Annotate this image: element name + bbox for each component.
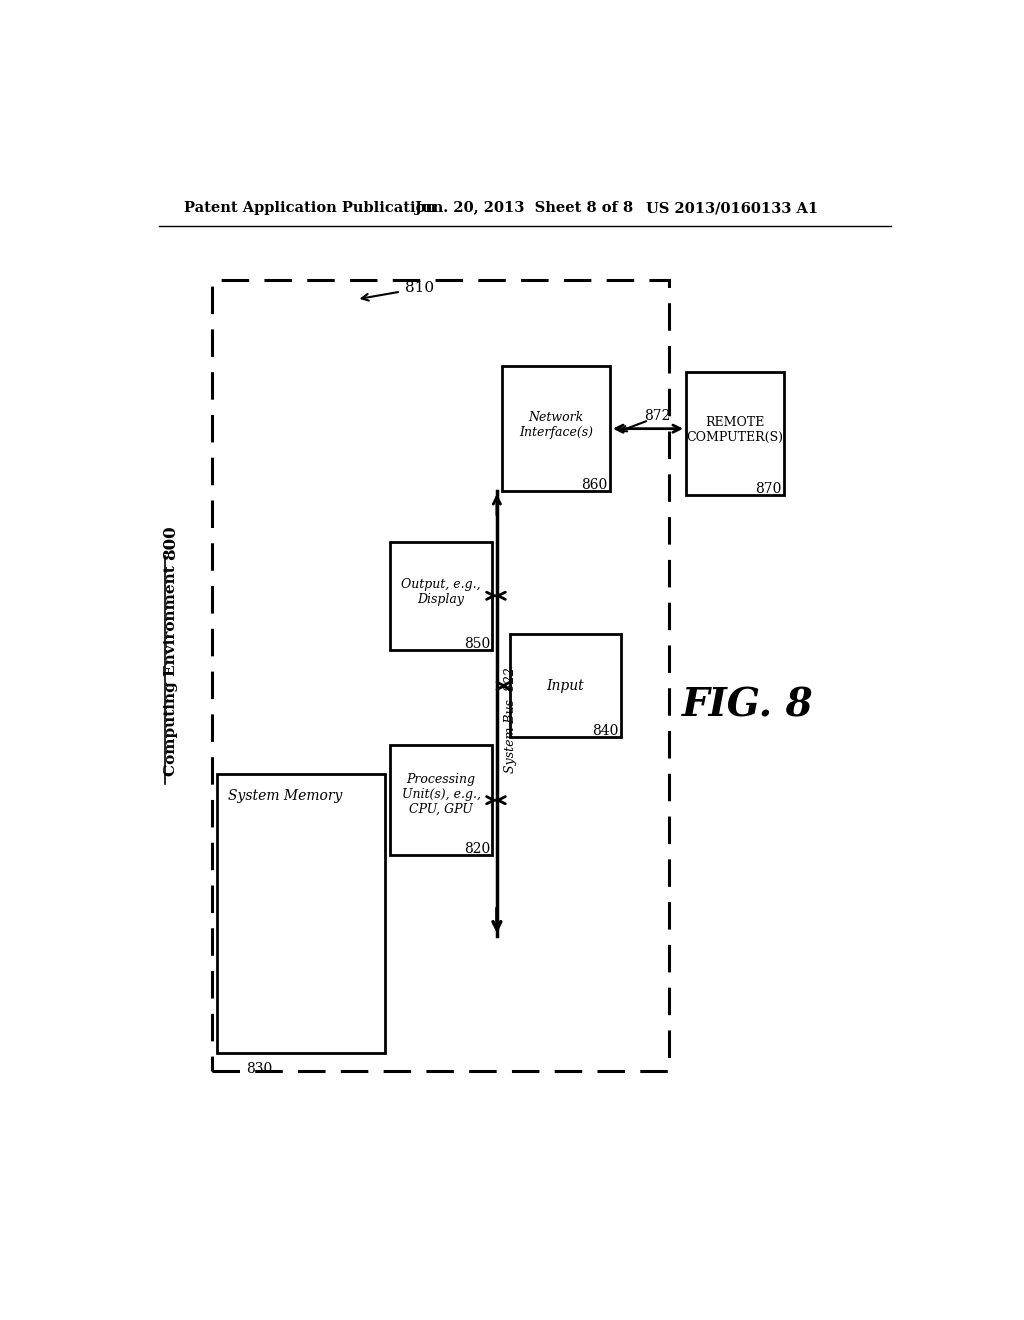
Text: Patent Application Publication: Patent Application Publication <box>183 202 436 215</box>
Text: 840: 840 <box>592 725 618 738</box>
Bar <box>510 635 621 738</box>
Bar <box>390 543 493 649</box>
Bar <box>212 280 669 1071</box>
Text: 810: 810 <box>406 281 434 294</box>
Text: 860: 860 <box>582 478 607 492</box>
Text: 872: 872 <box>644 409 671 424</box>
Text: 850: 850 <box>464 636 489 651</box>
Text: Network
Interface(s): Network Interface(s) <box>519 411 593 438</box>
Text: 830: 830 <box>247 1061 272 1076</box>
Bar <box>390 744 493 855</box>
Text: REMOTE
COMPUTER(S): REMOTE COMPUTER(S) <box>686 416 783 444</box>
Text: 820: 820 <box>464 842 489 857</box>
Bar <box>686 372 783 495</box>
Text: Computing Environment: Computing Environment <box>164 565 177 776</box>
Text: Output, e.g.,
Display: Output, e.g., Display <box>401 578 481 606</box>
Text: US 2013/0160133 A1: US 2013/0160133 A1 <box>646 202 818 215</box>
Text: Input: Input <box>547 678 585 693</box>
Bar <box>217 775 385 1053</box>
Text: 800: 800 <box>162 525 179 560</box>
Text: 870: 870 <box>755 482 781 496</box>
Text: FIG. 8: FIG. 8 <box>682 686 814 725</box>
Text: Jun. 20, 2013  Sheet 8 of 8: Jun. 20, 2013 Sheet 8 of 8 <box>415 202 633 215</box>
Text: System Memory: System Memory <box>228 789 342 803</box>
Text: System Bus  822: System Bus 822 <box>504 668 517 774</box>
Text: Processing
Unit(s), e.g.,
CPU, GPU: Processing Unit(s), e.g., CPU, GPU <box>401 772 480 816</box>
Bar <box>503 367 610 491</box>
